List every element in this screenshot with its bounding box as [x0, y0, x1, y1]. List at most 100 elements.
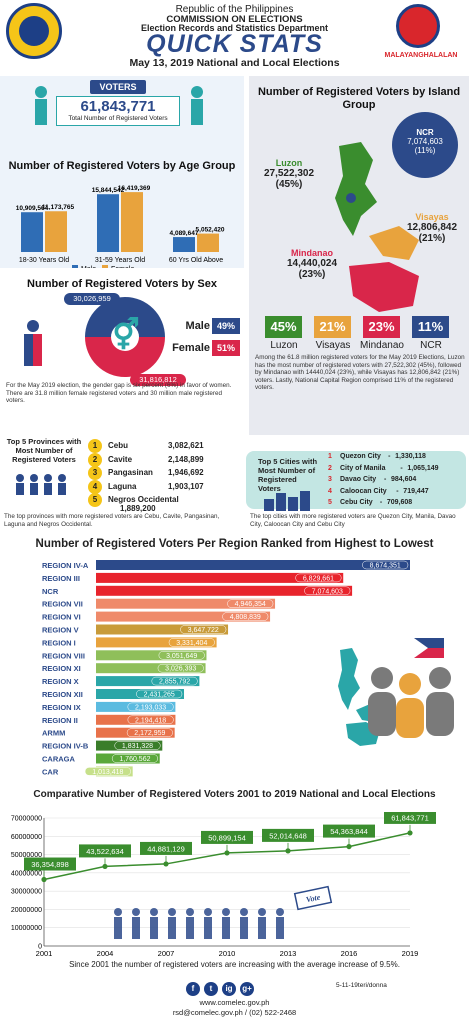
male-label: Male: [185, 320, 210, 332]
facebook-icon[interactable]: f: [186, 982, 200, 996]
region-value-pill: [127, 715, 174, 725]
age-panel: VOTERS 61,843,771 Total Number of Regist…: [0, 76, 244, 268]
province-value: 1,903,107: [168, 481, 204, 491]
age-bar-female: [45, 211, 67, 252]
sex-note: For the May 2019 election, the gender ga…: [6, 382, 232, 405]
voter-body: [258, 917, 266, 939]
trend-value-label: 52,014,648: [269, 831, 307, 840]
city-rank: 2: [328, 464, 332, 472]
top-cities-panel: Top 5 Cities with Most Number of Registe…: [244, 437, 469, 535]
instagram-icon[interactable]: ig: [222, 982, 236, 996]
trend-label-box: [24, 857, 76, 871]
google-plus-icon[interactable]: g+: [240, 982, 254, 996]
region-chart: REGION IV-A 8,674,351 REGION III 6,829,661 N…: [42, 560, 410, 777]
trend-label-box: [79, 844, 131, 858]
region-label: REGION II: [42, 716, 78, 725]
trend-ytick: 40000000: [11, 870, 42, 877]
region-value-pill: [126, 728, 173, 737]
website-link[interactable]: www.comelec.gov.ph: [199, 998, 270, 1007]
trend-chart: 0 10000000 20000000 30000000 40000000 5000000…: [11, 812, 436, 958]
voter-head: [222, 908, 230, 916]
region-value-pill: [168, 638, 215, 647]
province-name: Cebu: [108, 441, 128, 450]
region-value-label: 4,946,354: [235, 601, 266, 608]
island-badge-label: NCR: [420, 340, 442, 351]
city-value: 709,608: [386, 499, 413, 507]
island-badge-label: Visayas: [315, 340, 351, 351]
region-label: REGION VII: [42, 600, 83, 609]
region-bar: [96, 650, 207, 661]
region-bar: [96, 598, 276, 609]
trend-label-box: [323, 824, 375, 838]
philippines-map: [335, 142, 419, 312]
trend-value-label: 54,363,844: [330, 827, 368, 836]
provinces-title: Top 5 Provinces with Most Number of Regi…: [6, 437, 82, 464]
province-rank: 3: [88, 466, 102, 480]
trend-point: [102, 863, 108, 870]
region-label: ARMM: [42, 729, 65, 738]
header-line3: Election Records and Statistics Departme…: [140, 23, 329, 33]
region-value-pill: [222, 612, 269, 621]
trend-ytick: 60000000: [11, 834, 42, 841]
age-female-label: 16,419,369: [118, 185, 151, 192]
region-label: REGION VIII: [42, 651, 85, 660]
island-title: Number of Registered Voters by Island Gr…: [257, 86, 461, 111]
voter-head: [114, 908, 122, 916]
region-value-pill: [304, 586, 351, 596]
region-bar: [96, 624, 229, 635]
voter-head: [150, 908, 158, 916]
header: Republic of the Philippines COMMISSION O…: [0, 0, 469, 74]
sex-panel: Number of Registered Voters by Sex ⚥ 30,…: [0, 270, 244, 435]
region-value-pill: [158, 651, 205, 660]
male-pct: 49%: [212, 318, 240, 334]
trend-value-label: 43,522,634: [86, 847, 124, 856]
trend-ytick: 0: [38, 944, 42, 951]
city-value: 1,065,149: [407, 464, 439, 472]
region-label: REGION I: [42, 638, 76, 647]
visayas-label: Visayas 12,806,842 (21%): [399, 212, 465, 244]
twitter-icon[interactable]: t: [204, 982, 218, 996]
voter-body: [222, 917, 230, 939]
city-dash: -: [396, 487, 399, 495]
region-value-pill: [157, 663, 204, 673]
visayas-pct: (21%): [418, 233, 446, 244]
province-name: Laguna: [108, 481, 137, 491]
luzon-name: Luzon: [275, 158, 303, 168]
malayang-halalan-logo: [396, 4, 440, 48]
city-name: City of Manila: [340, 464, 386, 472]
region-label: REGION IX: [42, 703, 81, 712]
top-provinces-panel: Top 5 Provinces with Most Number of Regi…: [0, 437, 244, 535]
region-value-label: 2,193,033: [135, 704, 166, 711]
voter-head: [240, 908, 248, 916]
city-rank: 3: [328, 476, 332, 484]
trend-point: [163, 861, 169, 867]
voter-head: [168, 908, 176, 916]
trend-xtick: 2007: [158, 949, 175, 958]
region-value-label: 1,760,562: [119, 756, 150, 763]
mindanao-label: Mindanao 14,440,024 (23%): [277, 248, 347, 280]
city-name: Cebu City: [340, 499, 373, 507]
voters-sign: VOTERS: [90, 80, 146, 94]
region-label: CARAGA: [42, 755, 75, 764]
voter-people-icon-2: [186, 84, 208, 128]
city-value: 719,447: [403, 487, 429, 495]
region-value-label: 3,051,649: [166, 653, 197, 660]
sex-donut: [85, 297, 165, 377]
trend-xtick: 2016: [341, 949, 358, 958]
region-value-label: 2,431,265: [144, 692, 175, 699]
philippine-flag-icon: [414, 638, 444, 658]
voter-head: [204, 908, 212, 916]
voter-head: [258, 908, 266, 916]
region-bar: [96, 663, 206, 674]
region-label: REGION IV-A: [42, 561, 89, 570]
region-chart-title: Number of Registered Voters Per Region R…: [35, 538, 434, 550]
cities-note: The top cities with more registered vote…: [250, 513, 456, 528]
female-pct: 51%: [212, 340, 240, 356]
region-value-label: 7,074,603: [312, 588, 343, 595]
total-value: 61,843,771: [80, 98, 156, 115]
island-panel: Number of Registered Voters by Island Gr…: [249, 76, 469, 435]
province-rank: 2: [88, 452, 102, 467]
voter-people-icon: [30, 84, 52, 128]
trend-xtick: 2001: [36, 949, 53, 958]
region-bar: [96, 560, 410, 570]
